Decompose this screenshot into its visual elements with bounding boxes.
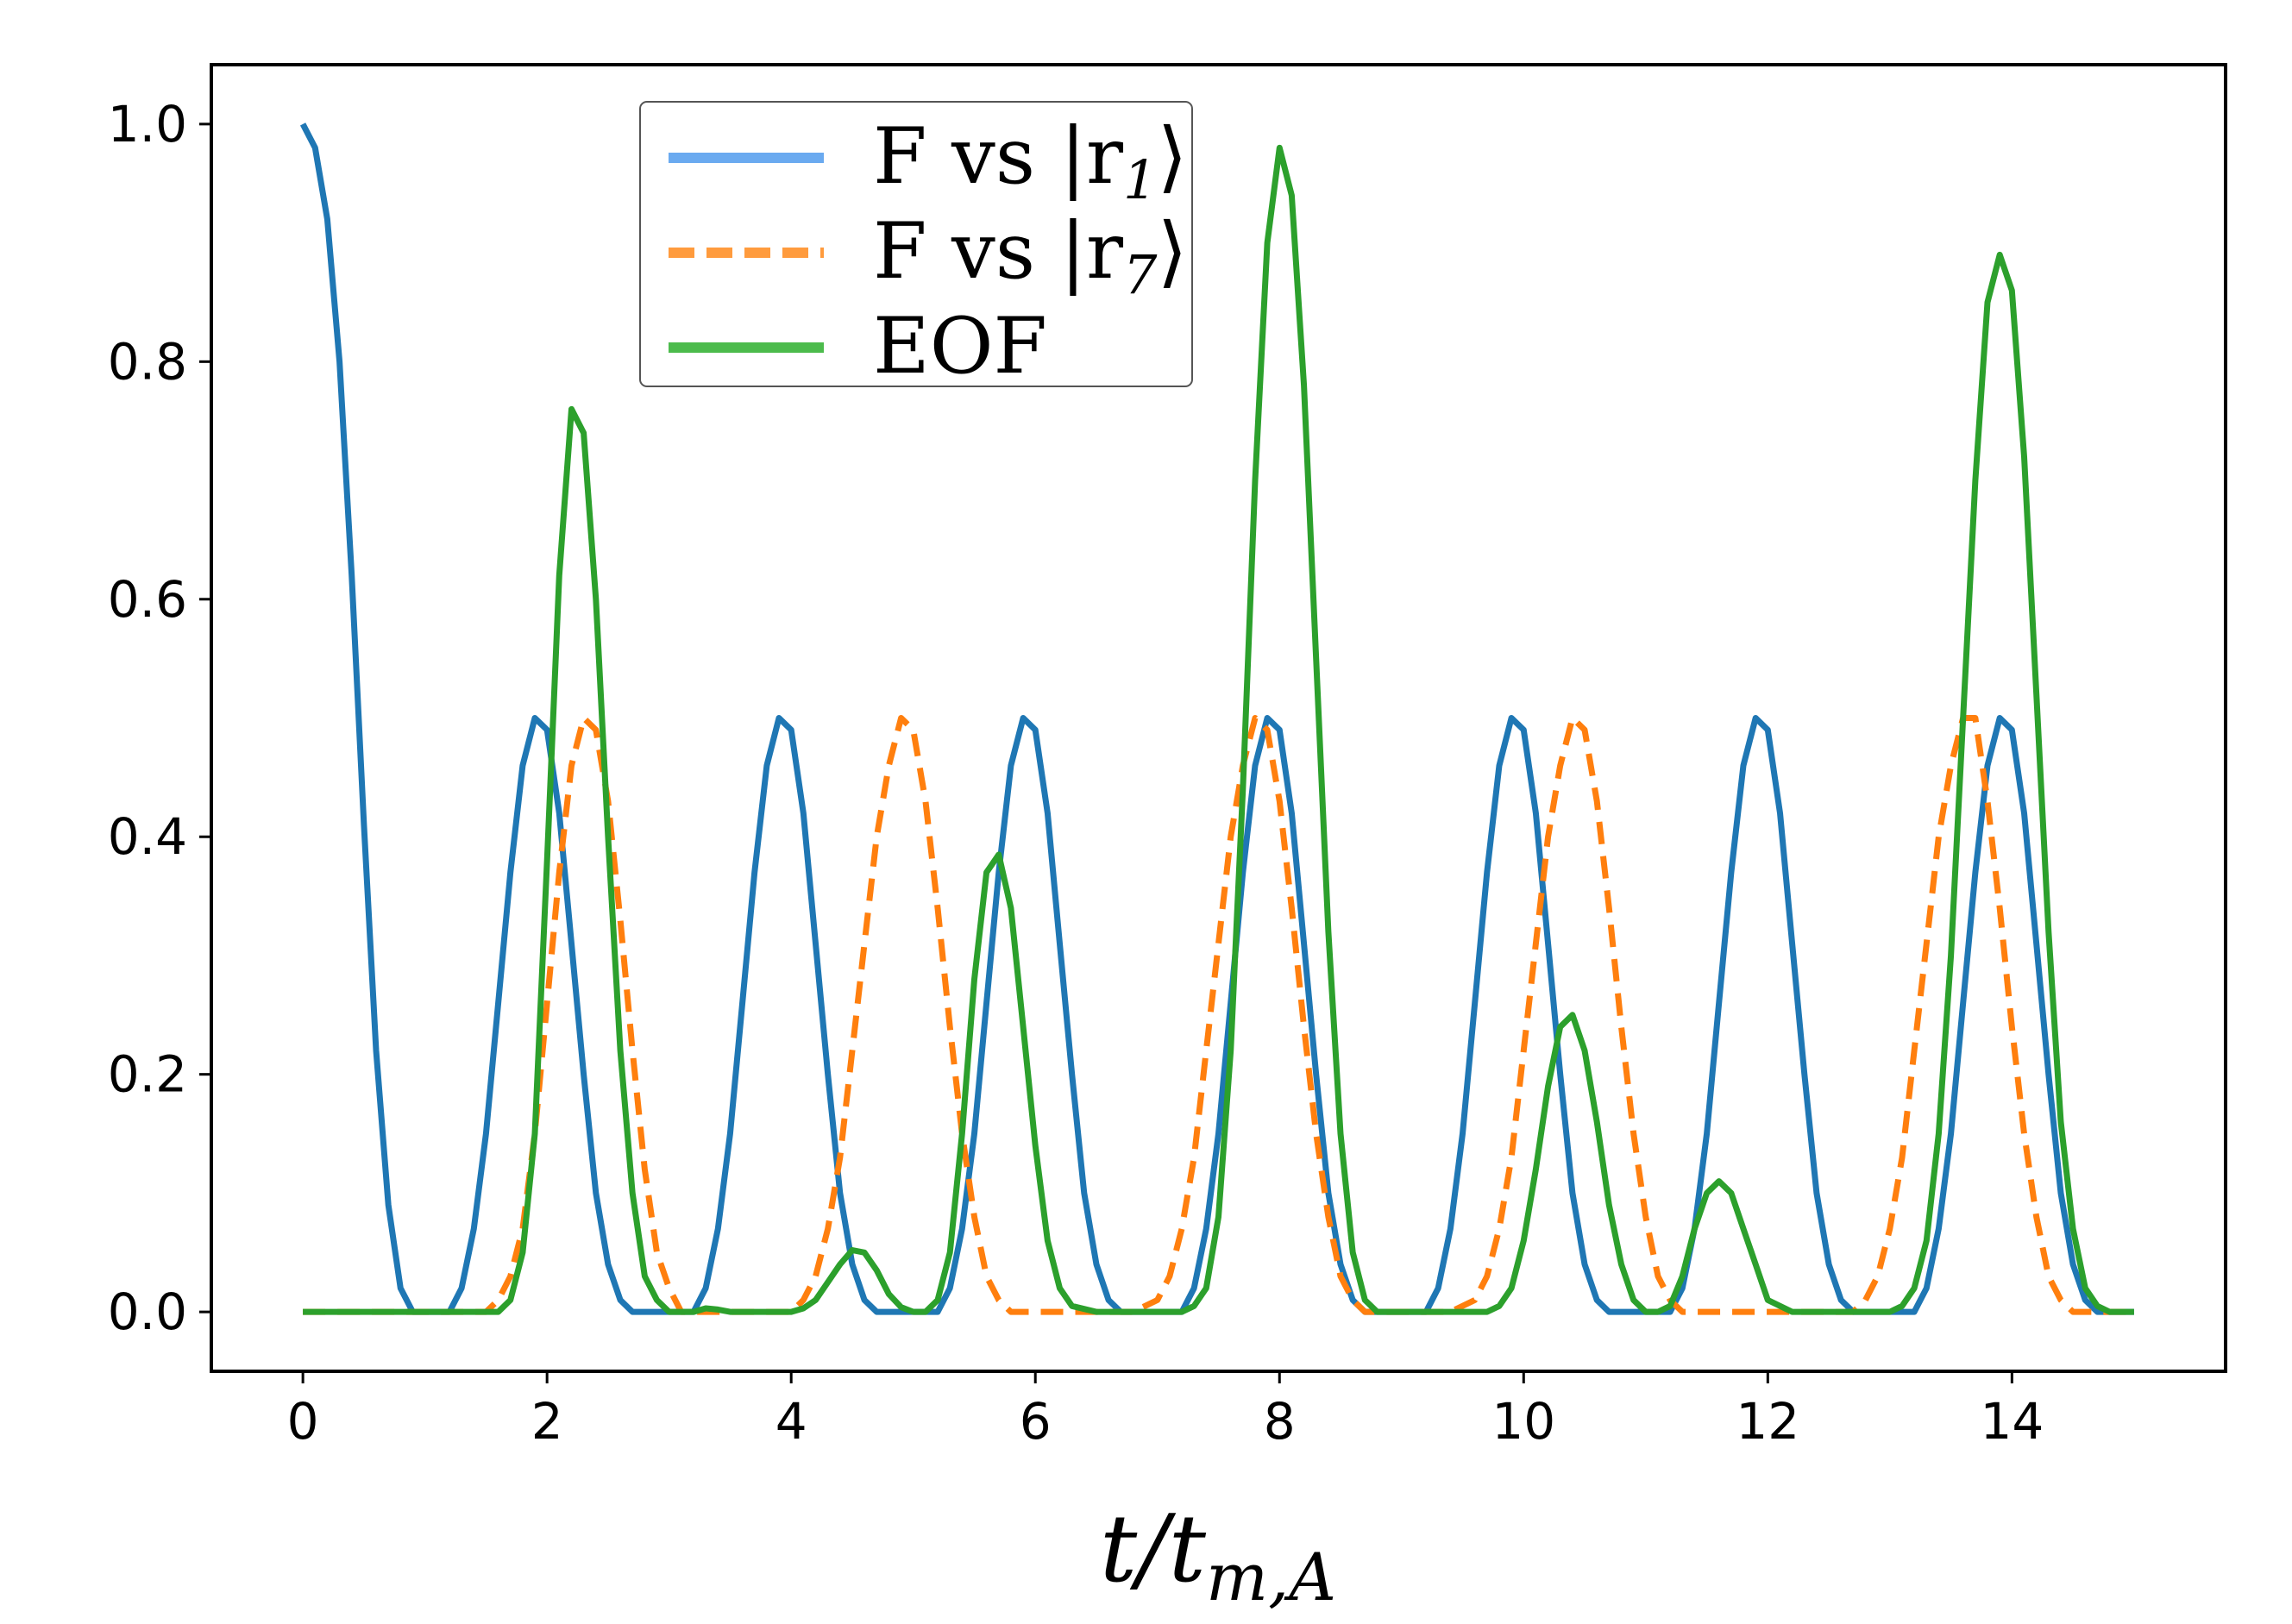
y-tick-label: 1.0 bbox=[108, 95, 187, 154]
x-axis-label: t/tm,A bbox=[1100, 1495, 1336, 1615]
x-tick-label: 4 bbox=[776, 1392, 807, 1451]
y-tick-label: 0.2 bbox=[108, 1045, 187, 1104]
x-tick-label: 6 bbox=[1020, 1392, 1052, 1451]
legend-label-f-r7: F vs |r7⟩ bbox=[873, 206, 1188, 306]
x-axis-label-sub: m,A bbox=[1206, 1539, 1336, 1615]
legend-label-f-r1: F vs |r1⟩ bbox=[873, 111, 1188, 211]
x-tick-label: 14 bbox=[1980, 1392, 2044, 1451]
x-tick-label: 12 bbox=[1736, 1392, 1799, 1451]
legend: F vs |r1⟩ F vs |r7⟩ EOF bbox=[639, 101, 1193, 392]
y-tick-label: 0.0 bbox=[108, 1282, 187, 1341]
x-tick-label: 8 bbox=[1264, 1392, 1296, 1451]
legend-label-eof: EOF bbox=[873, 301, 1047, 392]
y-tick-label: 0.6 bbox=[108, 570, 187, 629]
x-axis: 0 2 4 6 8 10 12 14 bbox=[287, 1371, 2044, 1451]
y-tick-label: 0.8 bbox=[108, 332, 187, 391]
plot-frame bbox=[210, 63, 2227, 1373]
y-tick-label: 0.4 bbox=[108, 807, 187, 866]
series-line-f-vs-r1 bbox=[299, 122, 2134, 1315]
series-line-f-vs-r7 bbox=[303, 715, 2134, 1315]
x-tick-label: 0 bbox=[287, 1392, 319, 1451]
x-axis-label-main: t/t bbox=[1100, 1495, 1207, 1603]
series-line-eof bbox=[303, 144, 2134, 1315]
y-axis: 0.0 0.2 0.4 0.6 0.8 1.0 bbox=[108, 95, 211, 1341]
x-tick-label: 2 bbox=[531, 1392, 563, 1451]
legend-box bbox=[639, 101, 1193, 387]
series-layer bbox=[299, 122, 2134, 1315]
x-tick-label: 10 bbox=[1491, 1392, 1555, 1451]
